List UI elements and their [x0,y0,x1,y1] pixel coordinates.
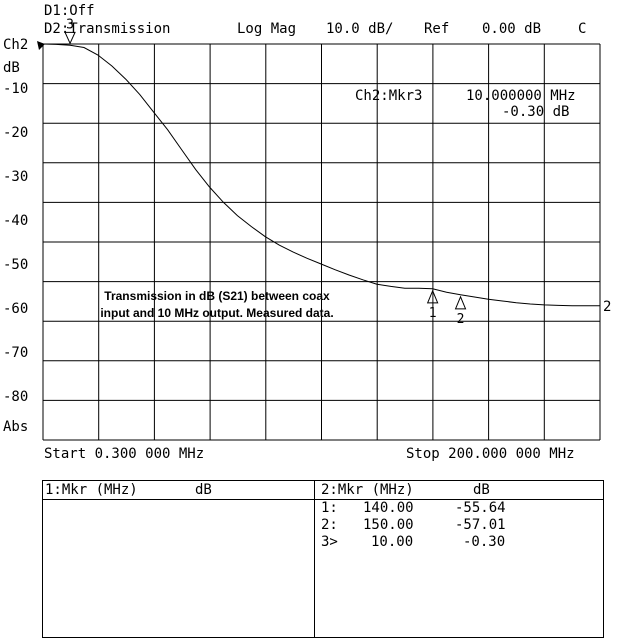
marker-table-ch2: 2:Mkr (MHz) dB 1: 140.00 -55.64 2: 150.0… [314,480,604,638]
marker-label: 2 [457,312,465,327]
abs-label: Abs [3,419,29,435]
ch2-row3-index: 3> [321,534,338,550]
marker-triangle [426,289,439,304]
y-tick-label: -50 [3,257,28,273]
ch2-row1-index: 1: [321,500,338,516]
ref-label: Ref [424,21,450,37]
start-frequency: Start 0.300 000 MHz [44,446,205,462]
ref-level-arrow [37,41,45,50]
plot-grid [42,43,601,441]
y-unit-label: dB [3,60,20,76]
y-tick-label: -40 [3,213,28,229]
channel2-status: D2:Transmission [44,21,171,37]
ch1-header-db: dB [195,482,212,498]
ref-value: 0.00 dB [482,21,542,37]
marker-readout-value: -0.30 dB [502,104,570,120]
ch2-header-db: dB [473,482,490,498]
marker-table-ch2-header [315,481,603,500]
ch2-row1-value: -55.64 [455,500,506,516]
y-tick-label: -70 [3,345,28,361]
ch2-row2-index: 2: [321,517,338,533]
channel1-status: D1:Off [44,3,95,19]
marker-triangle [454,295,467,310]
y-tick-label: -60 [3,301,28,317]
ch2-row2-frequency: 150.00 [363,517,414,533]
y-tick-label: Ch2 [3,37,28,53]
trace-markers: 2 1 2 3 [37,17,611,327]
ch1-header-mkr: 1:Mkr (MHz) [45,482,138,498]
ch2-row1-frequency: 140.00 [363,500,414,516]
stop-frequency: Stop 200.000 000 MHz [406,446,575,462]
marker-table-ch1: 1:Mkr (MHz) dB [42,480,315,638]
marker-table-ch1-header [43,481,314,500]
y-tick-label: -30 [3,169,28,185]
y-tick-label: -80 [3,389,28,405]
marker-readout-label: Ch2:Mkr3 [355,88,423,104]
annotation-line-1: Transmission in dB (S21) between coax [104,289,330,303]
ch2-header-mkr: 2:Mkr (MHz) [321,482,414,498]
trace-end-label: 2 [603,299,611,315]
y-tick-label: -20 [3,125,28,141]
marker-label: 3 [66,17,74,32]
scale-label: 10.0 dB/ [326,21,394,37]
ch2-row3-value: -0.30 [463,534,506,550]
marker-readout-frequency: 10.000000 MHz [466,88,576,104]
ch2-row2-value: -57.01 [455,517,506,533]
format-label: Log Mag [237,21,297,37]
annotation-line-2: input and 10 MHz output. Measured data. [100,306,333,320]
trace-plot: Ch2 -10 -20 -30 -40 -50 -60 -70 -80 2 1 2 3 Transmi… [3,17,611,441]
marker-label: 1 [429,306,437,321]
ch2-row3-frequency: 10.00 [371,534,414,550]
marker-triangle [64,31,76,45]
y-tick-labels: Ch2 -10 -20 -30 -40 -50 -60 -70 -80 [3,37,28,405]
y-tick-label: -10 [3,81,28,97]
correction-flag: C [578,21,587,37]
trace-line [42,43,600,307]
